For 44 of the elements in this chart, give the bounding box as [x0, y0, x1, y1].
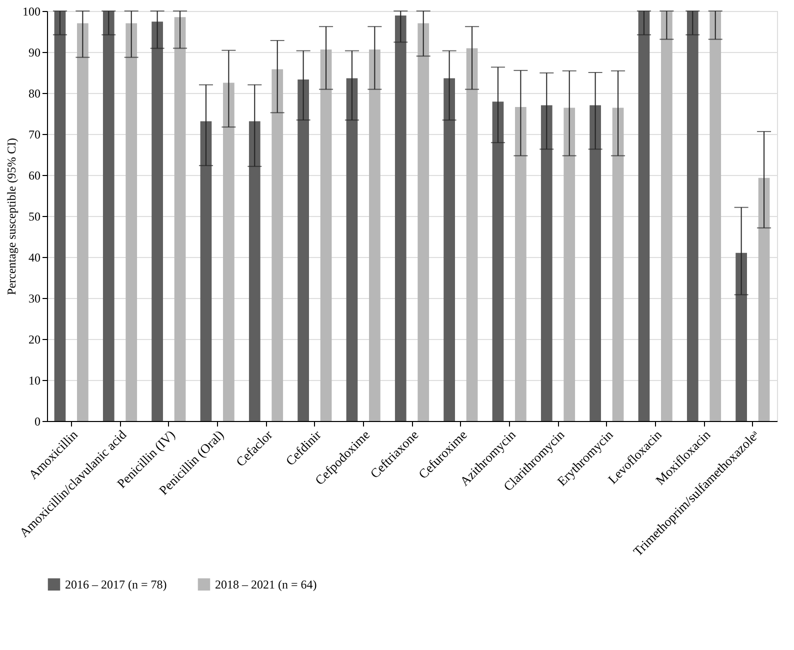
bar [126, 23, 138, 421]
bar [54, 11, 66, 421]
bar [272, 69, 284, 421]
y-tick-label: 100 [22, 4, 40, 18]
bar [686, 11, 698, 421]
bar [152, 22, 163, 421]
bar [515, 106, 526, 421]
bar [540, 105, 552, 421]
bar [223, 82, 234, 421]
bar [200, 121, 212, 421]
bar [394, 16, 406, 421]
bar [612, 108, 624, 421]
y-tick-label: 30 [28, 292, 40, 306]
y-tick-label: 60 [28, 168, 40, 182]
bar [77, 23, 88, 421]
bar [298, 79, 309, 421]
bar [174, 17, 186, 421]
y-tick-label: 10 [28, 374, 40, 388]
bar [661, 11, 672, 421]
legend-label: 2018 – 2021 (n = 64) [215, 577, 317, 592]
bar [564, 108, 576, 421]
bar [320, 50, 332, 421]
y-tick-label: 90 [28, 46, 40, 60]
y-tick-label: 50 [28, 210, 40, 224]
legend-label: 2016 – 2017 (n = 78) [65, 577, 167, 592]
y-tick-label: 70 [28, 128, 40, 142]
bar [710, 11, 722, 421]
bar [758, 178, 770, 421]
y-tick-label: 0 [34, 414, 40, 428]
bar [346, 78, 358, 421]
bar [590, 105, 601, 421]
bar [638, 11, 650, 421]
y-tick-label: 80 [28, 86, 40, 100]
y-tick-label: 20 [28, 332, 40, 346]
bar [248, 121, 260, 421]
bar [102, 11, 114, 421]
bar [444, 78, 455, 421]
y-tick-label: 40 [28, 250, 40, 264]
y-axis-title: Percentage susceptible (95% CI) [4, 138, 18, 295]
bar [492, 102, 504, 421]
bar [466, 48, 478, 421]
bar [736, 252, 747, 421]
bar [418, 23, 430, 421]
bar [369, 50, 380, 421]
